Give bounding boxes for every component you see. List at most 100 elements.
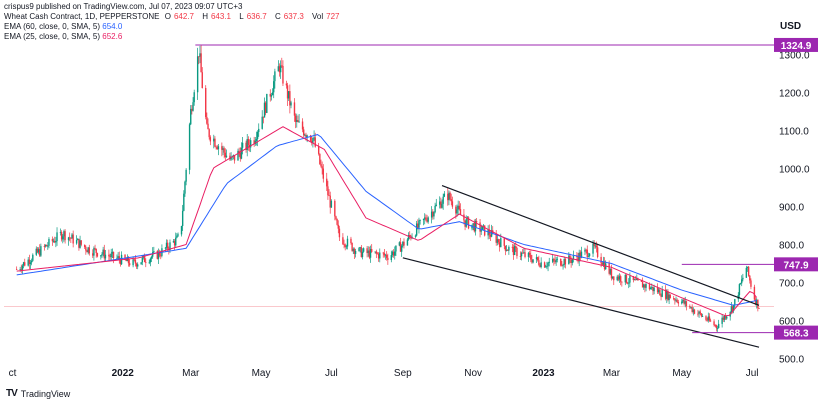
candle-body <box>548 261 550 263</box>
candle <box>285 80 288 89</box>
candle <box>165 239 168 250</box>
candle-body <box>739 283 742 285</box>
candle <box>329 191 331 214</box>
candle <box>443 191 446 198</box>
ema25-legend[interactable]: EMA (25, close, 0, SMA, 5) 652.6 <box>4 32 346 42</box>
candle <box>601 261 603 266</box>
candle <box>746 266 749 272</box>
candle <box>698 310 700 318</box>
candle-body <box>27 259 29 266</box>
candle <box>281 57 283 68</box>
candle <box>636 274 638 281</box>
ema-lines <box>16 126 758 317</box>
ema25-value: 652.6 <box>102 32 123 41</box>
candle <box>637 277 639 282</box>
candle <box>697 309 699 317</box>
candle <box>656 283 659 294</box>
candle <box>548 257 550 267</box>
candle-body <box>116 257 118 259</box>
currency-label: USD <box>780 21 801 32</box>
candle-body <box>56 232 58 242</box>
candle <box>645 281 647 292</box>
candle <box>185 168 187 186</box>
candle-body <box>342 237 344 245</box>
candle-body <box>169 242 171 251</box>
candle-body <box>330 200 333 208</box>
candle <box>555 256 557 266</box>
candle <box>524 248 526 259</box>
candle-body <box>504 245 507 251</box>
candle <box>505 245 508 252</box>
candle <box>415 220 418 237</box>
candle <box>406 237 409 246</box>
candle <box>515 241 517 252</box>
candle <box>479 219 481 238</box>
candle <box>522 248 524 254</box>
candle <box>301 118 304 133</box>
candle-body <box>637 278 639 281</box>
candle-body <box>394 251 396 256</box>
candle-body <box>636 278 638 281</box>
candle <box>527 251 530 262</box>
candle-body <box>230 156 232 160</box>
candle <box>543 261 546 269</box>
candle-body <box>359 247 361 249</box>
candle-body <box>377 253 380 259</box>
candle <box>641 277 644 288</box>
candle <box>713 319 715 327</box>
ema25-label: EMA (25, close, 0, SMA, 5) <box>4 32 101 41</box>
candle <box>93 246 95 261</box>
candle <box>30 258 33 266</box>
candle-body <box>132 259 134 266</box>
candle <box>425 214 427 222</box>
candle <box>80 240 82 247</box>
candle-body <box>717 323 720 328</box>
candle <box>110 248 112 261</box>
candle-body <box>72 234 74 244</box>
candle-body <box>512 246 515 256</box>
candle-body <box>474 221 477 232</box>
candle <box>288 91 290 101</box>
candle-body <box>124 254 126 260</box>
candle <box>621 281 623 287</box>
candle-body <box>297 120 299 123</box>
candle-body <box>306 135 308 137</box>
candle-body <box>78 238 80 248</box>
candle-body <box>128 263 131 266</box>
candle-body <box>183 193 185 211</box>
candle <box>553 257 555 266</box>
candle <box>530 250 532 263</box>
candle <box>616 274 618 282</box>
candle-body <box>417 223 419 228</box>
time-tick-label: Sep <box>394 368 412 379</box>
symbol-title[interactable]: Wheat Cash Contract, 1D, PEPPERSTONE <box>4 12 160 21</box>
candle <box>430 206 433 224</box>
candle <box>741 275 743 287</box>
ema60-legend[interactable]: EMA (60, close, 0, SMA, 5) 654.0 <box>4 22 346 32</box>
candle <box>700 313 703 318</box>
candle-body <box>585 249 587 251</box>
tradingview-brand[interactable]: TV TradingView <box>6 388 70 399</box>
publisher-line: crispus9 published on TradingView.com, J… <box>4 2 243 11</box>
candle-body <box>149 258 152 263</box>
candle <box>448 190 450 206</box>
candle <box>403 238 405 249</box>
candle <box>358 246 360 252</box>
drawings: 1324.9 747.9 568.3 <box>195 37 818 348</box>
candle-body <box>441 203 443 208</box>
candle-body <box>399 242 402 252</box>
candle-body <box>191 108 193 111</box>
candle-body <box>351 242 353 251</box>
channel-upper-line <box>441 185 760 306</box>
candle <box>274 68 276 89</box>
candle <box>546 261 548 270</box>
candle <box>45 244 48 247</box>
candle <box>191 105 193 115</box>
candle-body <box>217 146 220 150</box>
candle <box>224 148 227 161</box>
candle <box>64 229 66 244</box>
candle-body <box>626 282 629 284</box>
candle-body <box>475 221 478 223</box>
candle <box>450 193 452 206</box>
